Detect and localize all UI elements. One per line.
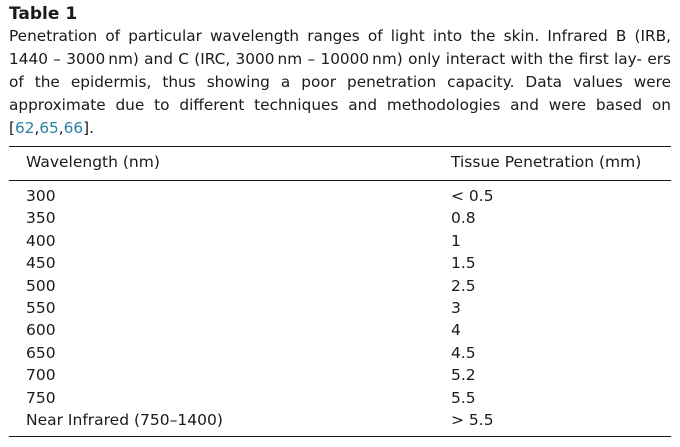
wavelength-cell: Near Infrared (750–1400) (26, 410, 223, 429)
header-rule (9, 180, 671, 181)
wavelength-cell: 450 (26, 254, 56, 273)
wavelength-cell: 300 (26, 187, 56, 205)
penetration-cell: 0.8 (451, 209, 476, 228)
wavelength-cell: 550 (26, 298, 56, 317)
penetration-cell: 5.5 (451, 388, 476, 407)
penetration-cell: 1 (451, 231, 461, 250)
table-row: 450 1.5 (0, 252, 680, 274)
table-row: 350 0.8 (0, 207, 680, 229)
citation-link[interactable]: 66 (63, 119, 84, 137)
table-row: 400 1 (0, 230, 680, 252)
caption-line-2: 1440 – 3000 nm) and C (IRC, 3000 nm – 10… (9, 50, 642, 68)
wavelength-cell: 750 (26, 388, 56, 407)
caption-line-3: ers of the epidermis, thus showing a poo… (9, 50, 671, 91)
penetration-cell: 5.2 (451, 366, 476, 385)
table-bottom-rule (9, 436, 671, 437)
table-caption: Penetration of particular wavelength ran… (9, 27, 671, 137)
wavelength-cell: 600 (26, 321, 56, 340)
table-row: 550 3 (0, 297, 680, 319)
penetration-cell: 4.5 (451, 343, 476, 362)
table-body: 300 < 0.5 350 0.8 400 1 450 1.5 500 2.5 550 3 600 4 65… (0, 185, 680, 431)
caption-line-1: Penetration of particular wavelength ran… (9, 27, 671, 45)
penetration-cell: 4 (451, 321, 461, 340)
column-header-penetration: Tissue Penetration (mm) (451, 153, 642, 171)
wavelength-cell: 700 (26, 366, 56, 385)
penetration-cell: 3 (451, 298, 461, 317)
column-header-wavelength: Wavelength (nm) (26, 153, 160, 171)
caption-line-4: approximate due to different techniques … (9, 96, 671, 114)
citation-link[interactable]: 65 (39, 119, 59, 137)
penetration-cell: 1.5 (451, 254, 476, 273)
table-label: Table 1 (9, 4, 78, 24)
wavelength-cell: 650 (26, 343, 56, 362)
wavelength-cell: 400 (26, 231, 56, 250)
penetration-cell: < 0.5 (451, 187, 494, 205)
wavelength-cell: 350 (26, 209, 56, 228)
caption-open-bracket: [ (9, 119, 15, 137)
table-row: 750 5.5 (0, 387, 680, 409)
table-row: 300 < 0.5 (0, 185, 680, 207)
table-row: Near Infrared (750–1400) > 5.5 (0, 409, 680, 431)
table-top-rule (9, 146, 671, 147)
caption-close-bracket: ]. (83, 119, 94, 137)
penetration-cell: > 5.5 (451, 410, 494, 429)
table-row: 650 4.5 (0, 342, 680, 364)
table-row: 600 4 (0, 319, 680, 341)
table-row: 500 2.5 (0, 275, 680, 297)
wavelength-cell: 500 (26, 276, 56, 295)
citation-link[interactable]: 62 (14, 119, 35, 137)
penetration-cell: 2.5 (451, 276, 476, 295)
table-row: 700 5.2 (0, 364, 680, 386)
